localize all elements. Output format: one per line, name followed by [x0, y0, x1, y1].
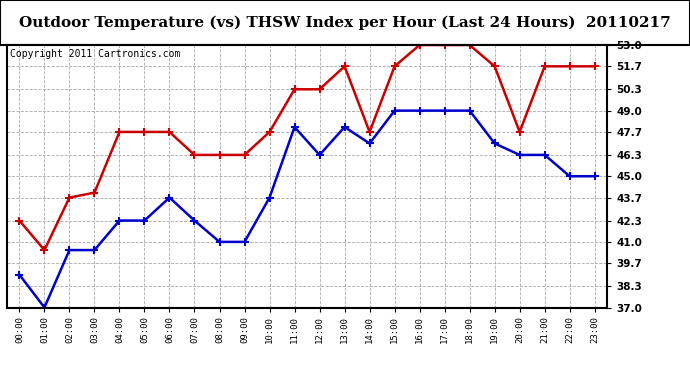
- Text: Copyright 2011 Cartronics.com: Copyright 2011 Cartronics.com: [10, 49, 180, 59]
- FancyBboxPatch shape: [0, 0, 690, 45]
- Text: Outdoor Temperature (vs) THSW Index per Hour (Last 24 Hours)  20110217: Outdoor Temperature (vs) THSW Index per …: [19, 15, 671, 30]
